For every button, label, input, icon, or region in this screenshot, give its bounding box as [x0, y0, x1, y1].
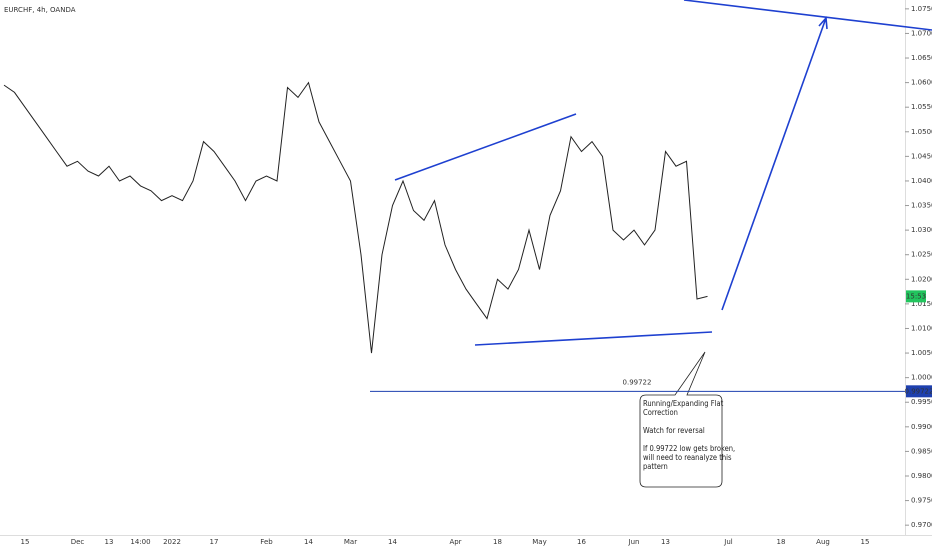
x-tick-label: Aug [816, 538, 830, 546]
trend-line [394, 113, 577, 181]
level-label: 0.99722 [623, 378, 652, 386]
y-tick-label: 0.98500 [911, 447, 932, 455]
x-tick-label: 15 [861, 538, 870, 546]
x-tick-label: 18 [777, 538, 786, 546]
y-tick-label: 1.03000 [911, 226, 932, 234]
callout-box [639, 351, 723, 488]
annotation-line: Watch for reversal [643, 426, 705, 435]
trend-line [474, 331, 713, 346]
y-tick-label: 1.02000 [911, 275, 932, 283]
level-tag [906, 385, 932, 398]
y-tick-label: 0.98000 [911, 472, 932, 480]
price-line [3, 81, 708, 354]
x-tick-label: Mar [344, 538, 357, 546]
x-tick-label: 16 [577, 538, 586, 546]
callout [639, 351, 723, 488]
price-tag-label: 15:53 [906, 292, 926, 300]
y-tick-label: 0.97500 [911, 497, 932, 505]
y-tick-label: 1.05000 [911, 128, 932, 136]
annotation-line: If 0.99722 low gets broken, [643, 444, 735, 453]
chart-title: EURCHF, 4h, OANDA [4, 6, 76, 14]
y-tick-label: 1.01000 [911, 324, 932, 332]
y-tick-label: 1.04500 [911, 152, 932, 160]
x-tick-label: Feb [260, 538, 273, 546]
y-tick-label: 1.02500 [911, 251, 932, 259]
y-tick-label: 1.03500 [911, 202, 932, 210]
y-tick-label: 1.07500 [911, 5, 932, 13]
trend-line [683, 0, 932, 31]
arrow-line [721, 17, 827, 311]
x-tick-label: Dec [71, 538, 85, 546]
x-tick-label: 15 [21, 538, 30, 546]
x-tick-label: Jul [723, 538, 733, 546]
x-tick-label: 2022 [163, 538, 181, 546]
x-tick-label: 18 [493, 538, 502, 546]
price-tag [906, 290, 926, 303]
x-tick-label: Jun [628, 538, 640, 546]
y-tick-label: 0.97000 [911, 521, 932, 529]
x-tick-label: May [532, 538, 546, 546]
annotation-line: pattern [643, 462, 668, 471]
y-tick-label: 0.99500 [911, 398, 932, 406]
x-tick-label: 17 [210, 538, 219, 546]
annotation-line: Running/Expanding Flat [643, 399, 724, 408]
y-tick-label: 1.07000 [911, 29, 932, 37]
y-tick-label: 1.06500 [911, 54, 932, 62]
y-tick-label: 1.00500 [911, 349, 932, 357]
x-tick-label: 14 [304, 538, 313, 546]
x-tick-label: 13 [661, 538, 670, 546]
y-tick-label: 1.04000 [911, 177, 932, 185]
annotation-line: will need to reanalyze this [643, 453, 732, 462]
y-tick-label: 1.05500 [911, 103, 932, 111]
y-tick-label: 1.01500 [911, 300, 932, 308]
x-tick-label: 14 [388, 538, 397, 546]
annotation-line: Correction [643, 408, 678, 417]
x-tick-label: Apr [449, 538, 461, 546]
drawings [394, 0, 932, 346]
y-tick-label: 1.00000 [911, 374, 932, 382]
level-tag-label: 0.99722 [905, 387, 932, 395]
arrow-head [818, 16, 828, 30]
x-tick-label: 14:00 [130, 538, 150, 546]
y-tick-label: 1.06000 [911, 79, 932, 87]
y-tick-label: 0.99000 [911, 423, 932, 431]
x-tick-label: 13 [105, 538, 114, 546]
